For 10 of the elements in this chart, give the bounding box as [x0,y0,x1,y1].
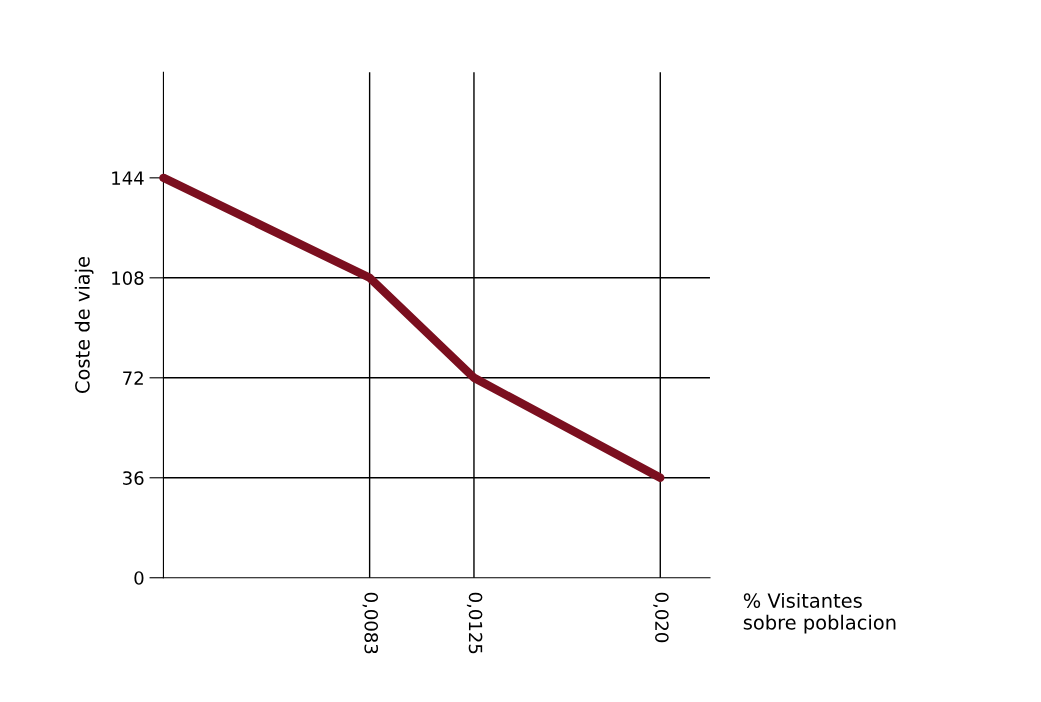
y-tick-label: 72 [123,371,143,385]
y-tick-label: 144 [112,171,144,185]
y-axis-title: Coste de viaje [74,257,94,393]
x-axis-title: % Visitantes sobre poblacion [743,592,896,634]
x-tick-label: 0,0125 [466,592,483,654]
y-tick-label: 0 [134,571,144,585]
y-tick-label: 36 [123,471,144,485]
x-tick-label: 0,0083 [362,592,379,654]
x-tick-label: 0,020 [653,592,669,643]
y-tick-label: 108 [112,271,144,285]
